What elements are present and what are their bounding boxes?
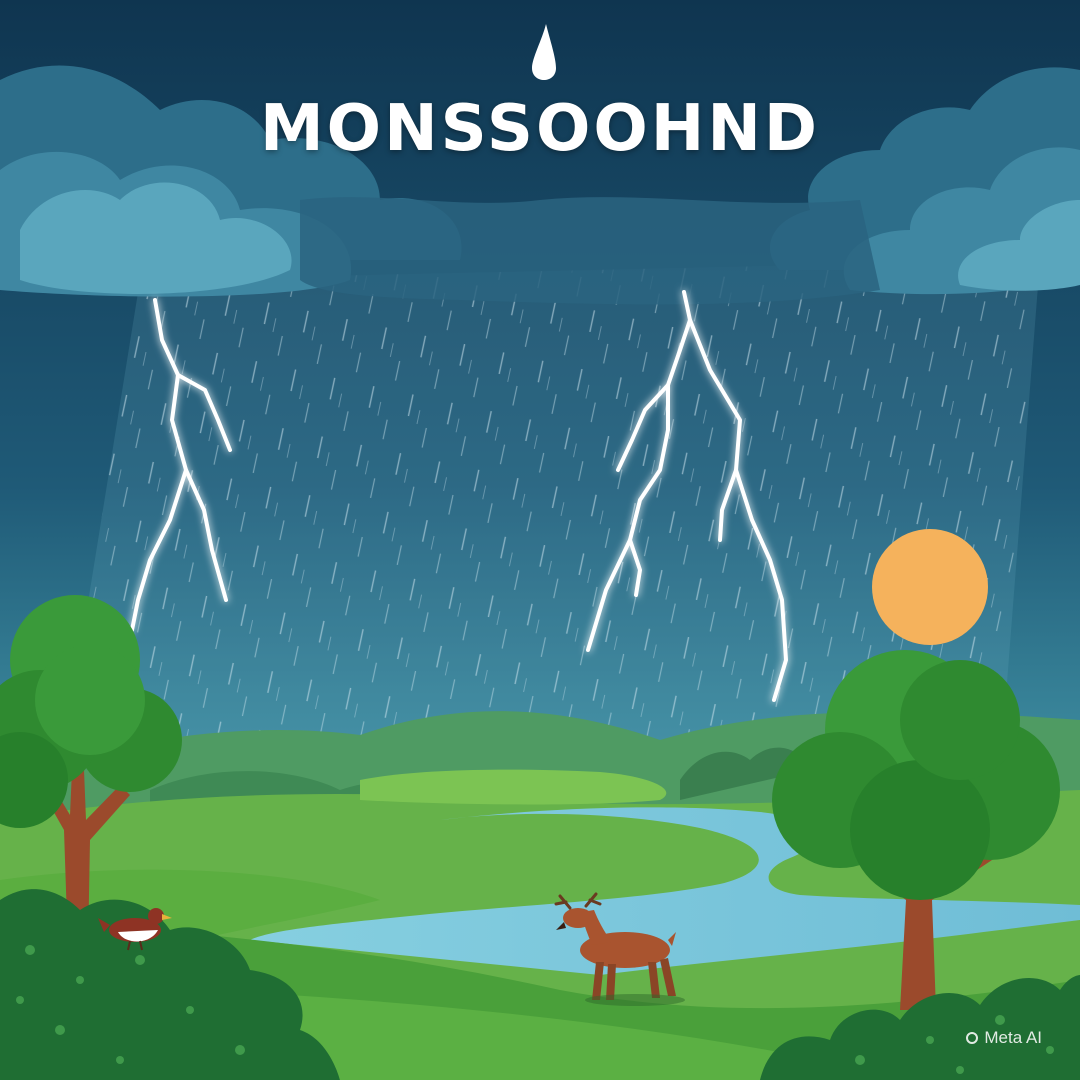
bird: [98, 908, 172, 951]
poster-title: MONSSOOHND: [259, 92, 821, 166]
watermark: Meta AI: [966, 1028, 1042, 1048]
meta-ai-icon: [966, 1032, 979, 1044]
left-tree: [0, 595, 182, 950]
right-tree: [772, 650, 1060, 1010]
watermark-label: Meta AI: [984, 1028, 1042, 1047]
sun: [872, 529, 988, 645]
river: [250, 807, 1080, 975]
deer: [554, 892, 685, 1006]
bushes: [0, 889, 1080, 1080]
lightning-bolts: [130, 290, 788, 702]
droplet-icon: [532, 24, 556, 80]
storm-clouds: [0, 65, 1080, 305]
